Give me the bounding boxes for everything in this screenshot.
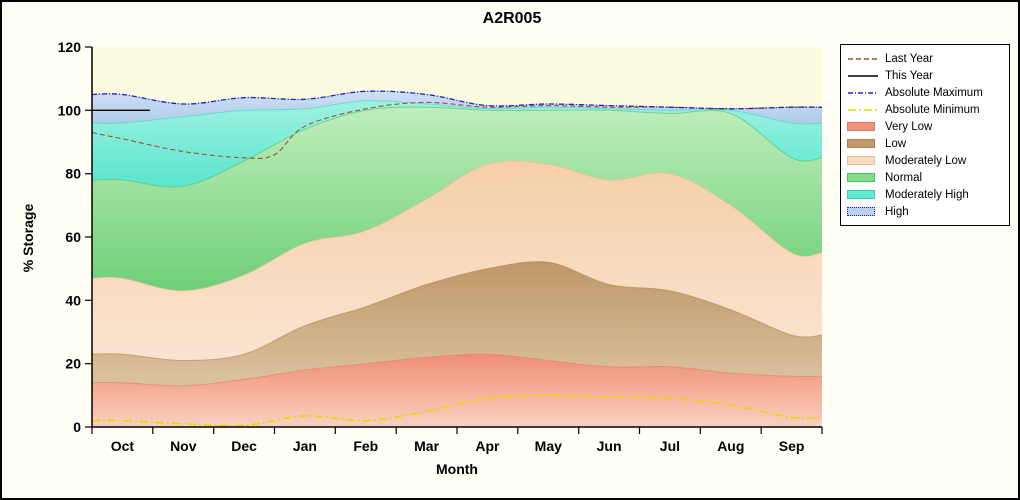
y-tick-label: 60 <box>65 229 81 245</box>
legend-item-moderately-low: Moderately Low <box>847 152 1003 169</box>
absolute-minimum-line <box>92 394 822 427</box>
legend-label: Moderately Low <box>885 154 967 167</box>
x-tick-label: Feb <box>353 438 378 454</box>
band-low-boundary <box>92 261 822 362</box>
legend-item-very-low: Very Low <box>847 118 1003 135</box>
legend-label: Low <box>885 137 907 150</box>
band-high <box>92 91 822 124</box>
legend-line-swatch <box>847 54 879 64</box>
legend-box-swatch <box>847 156 879 165</box>
legend-label: Last Year <box>885 52 933 65</box>
legend-label: Normal <box>885 171 923 184</box>
y-tick-label: 20 <box>65 356 81 372</box>
legend-item-last-year: Last Year <box>847 50 1003 67</box>
x-tick-label: Oct <box>111 438 135 454</box>
chart-legend: Last Year This Year Absolute Maximum Absolu… <box>840 44 1010 226</box>
legend-label: Absolute Maximum <box>885 86 983 99</box>
x-tick-label: Mar <box>414 438 439 454</box>
x-tick-label: Jul <box>660 438 680 454</box>
legend-item-low: Low <box>847 135 1003 152</box>
legend-item-moderately-high: Moderately High <box>847 186 1003 203</box>
legend-label: Very Low <box>885 120 933 133</box>
legend-box-swatch <box>847 122 879 131</box>
band-normal <box>92 107 822 291</box>
absolute-maximum-line <box>92 90 822 110</box>
legend-label: High <box>885 205 909 218</box>
legend-color-box <box>847 190 875 199</box>
band-moderately-high-boundary <box>92 100 822 125</box>
legend-color-box <box>847 173 875 182</box>
x-tick-label: Apr <box>475 438 500 454</box>
x-tick-label: Jun <box>597 438 622 454</box>
y-tick-label: 0 <box>73 419 81 435</box>
legend-box-swatch <box>847 139 879 148</box>
legend-color-box <box>847 139 875 148</box>
legend-label: Moderately High <box>885 188 969 201</box>
legend-item-normal: Normal <box>847 169 1003 186</box>
y-tick-label: 100 <box>58 102 82 118</box>
band-very-low <box>92 354 822 427</box>
plot-area <box>92 90 822 427</box>
x-tick-label: Jan <box>293 438 317 454</box>
legend-line-swatch <box>847 88 879 98</box>
band-moderately-high <box>92 100 822 188</box>
band-low <box>92 261 822 386</box>
x-tick-label: Sep <box>779 438 805 454</box>
band-normal-boundary <box>92 106 822 188</box>
legend-item-this-year: This Year <box>847 67 1003 84</box>
legend-item-absolute-minimum: Absolute Minimum <box>847 101 1003 118</box>
x-tick-label: Nov <box>170 438 197 454</box>
legend-box-swatch <box>847 190 879 199</box>
y-tick-label: 40 <box>65 292 81 308</box>
legend-label: Absolute Minimum <box>885 103 980 116</box>
legend-item-absolute-maximum: Absolute Maximum <box>847 84 1003 101</box>
legend-item-high: High <box>847 203 1003 220</box>
legend-box-swatch <box>847 173 879 182</box>
legend-color-box <box>847 207 875 216</box>
legend-color-box <box>847 122 875 131</box>
legend-line-swatch <box>847 71 879 81</box>
band-very-low-boundary <box>92 353 822 387</box>
legend-line-swatch <box>847 105 879 115</box>
chart-title: A2R005 <box>482 10 542 27</box>
legend-color-box <box>847 156 875 165</box>
x-tick-label: Dec <box>231 438 257 454</box>
y-tick-label: 120 <box>58 39 82 55</box>
y-tick-label: 80 <box>65 166 81 182</box>
x-tick-label: Aug <box>717 438 744 454</box>
legend-box-swatch <box>847 207 879 216</box>
band-moderately-low <box>92 160 822 361</box>
last-year-line <box>92 101 822 160</box>
band-moderately-low-boundary <box>92 160 822 292</box>
x-tick-label: May <box>535 438 562 454</box>
legend-label: This Year <box>885 69 933 82</box>
x-axis-title: Month <box>436 461 478 477</box>
